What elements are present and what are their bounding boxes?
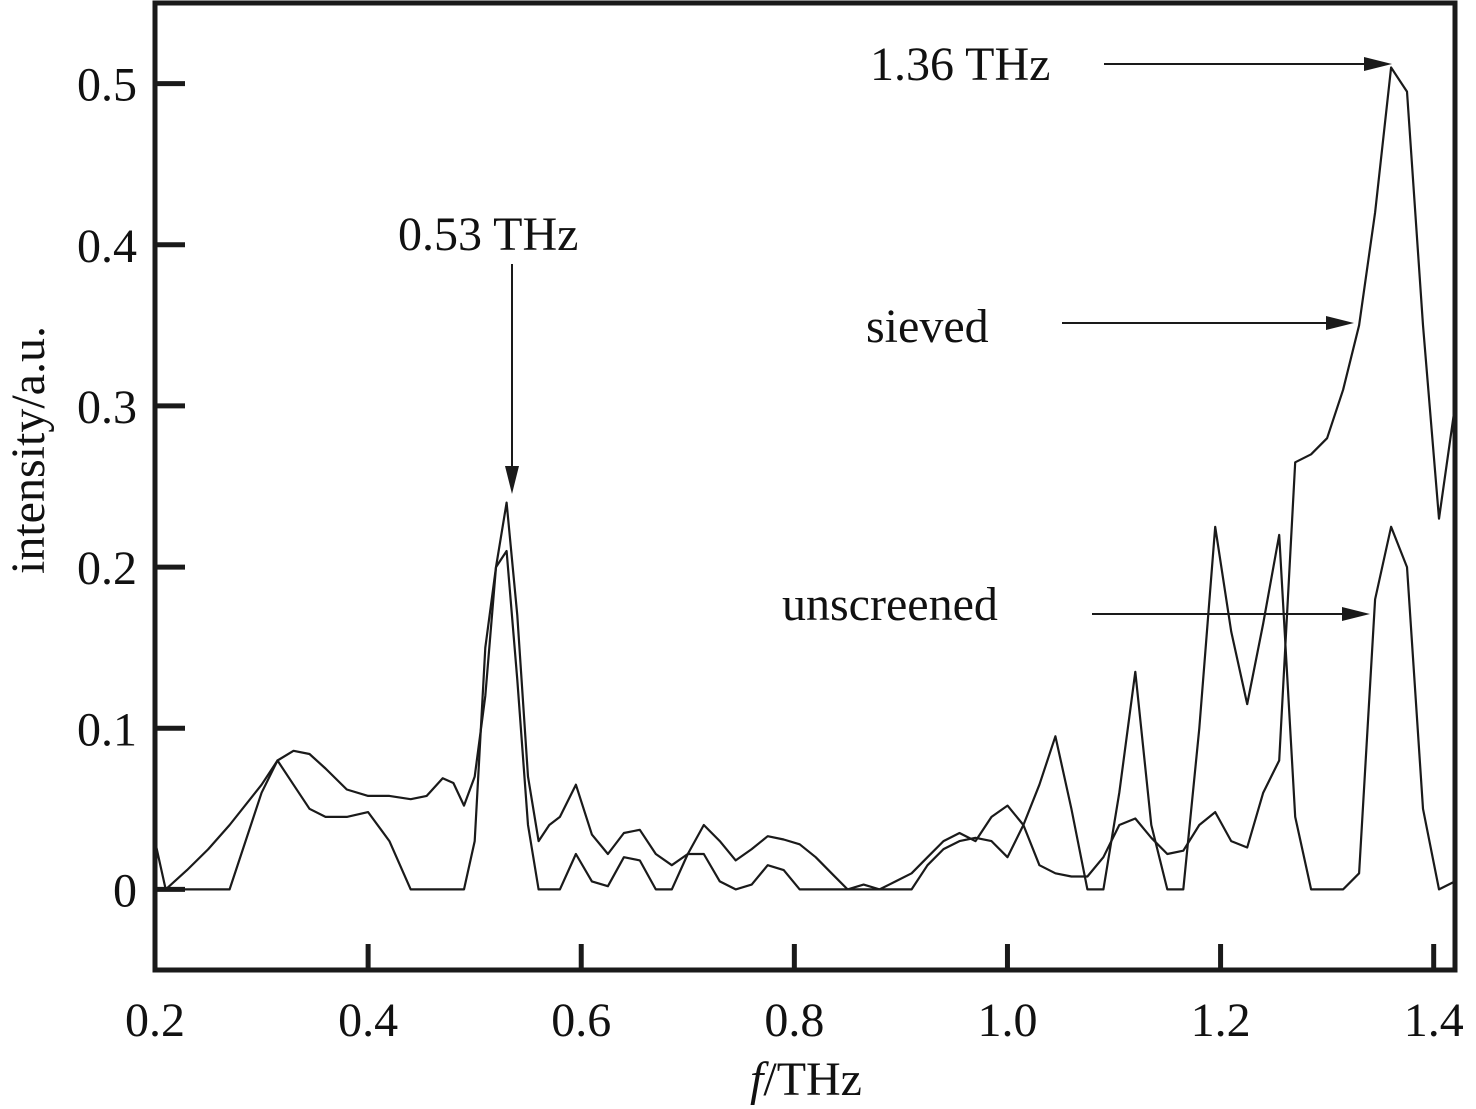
series-line-sieved (155, 66, 1457, 891)
annotation-unscreened-arrowhead (1342, 607, 1370, 621)
x-tick-label: 1.2 (1191, 994, 1251, 1047)
annotation-peak-0-53: 0.53 THz (398, 208, 578, 261)
y-axis-label: intensity/a.u. (2, 326, 55, 574)
x-axis-label: f/THz (750, 1053, 862, 1106)
series-layer (153, 66, 1457, 891)
y-tick-label: 0.2 (77, 542, 137, 595)
series-line-unscreened (153, 525, 1456, 891)
x-axis-ticks: 0.2 0.4 0.6 0.8 1.0 1.2 1.4 (125, 944, 1464, 1047)
y-tick-label: 0 (113, 864, 137, 917)
y-tick-label: 0.4 (77, 220, 137, 273)
annotation-peak-1-36: 1.36 THz (870, 38, 1050, 91)
x-tick-label: 0.4 (338, 994, 398, 1047)
x-tick-label: 1.0 (977, 994, 1037, 1047)
x-tick-label: 0.8 (764, 994, 824, 1047)
annotation-unscreened: unscreened (782, 578, 998, 631)
y-tick-label: 0.5 (77, 59, 137, 112)
annotation-peak-0-53-arrowhead (505, 466, 519, 494)
y-axis-ticks: 0 0.1 0.2 0.3 0.4 0.5 (77, 59, 185, 917)
annotations: 1.36 THz 0.53 THz sieved unscreened (398, 38, 1392, 631)
annotation-sieved-arrowhead (1326, 316, 1354, 330)
annotation-sieved: sieved (866, 300, 989, 353)
x-tick-label: 0.6 (551, 994, 611, 1047)
x-tick-label: 1.4 (1404, 994, 1464, 1047)
y-tick-label: 0.1 (77, 703, 137, 756)
plot-frame (152, 0, 1458, 973)
y-tick-label: 0.3 (77, 381, 137, 434)
annotation-peak-1-36-arrowhead (1364, 57, 1392, 71)
x-axis-label-unit: /THz (763, 1053, 862, 1106)
x-tick-label: 0.2 (125, 994, 185, 1047)
